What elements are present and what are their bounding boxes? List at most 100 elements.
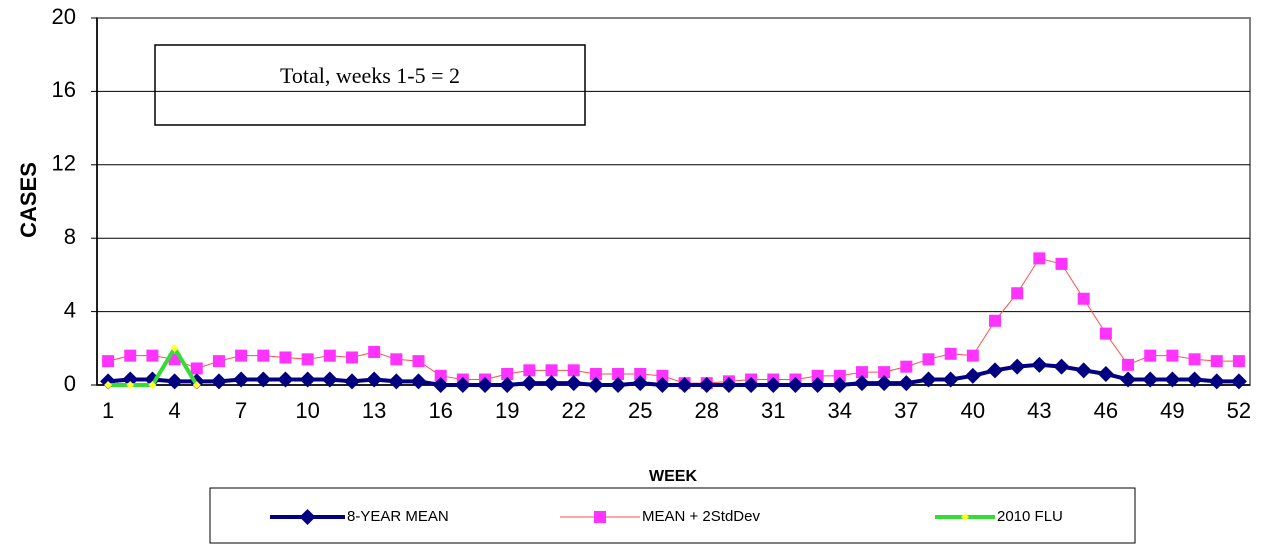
data-point: [323, 349, 336, 362]
data-point: [257, 349, 270, 362]
data-point: [654, 377, 671, 393]
data-point: [499, 377, 516, 393]
data-point: [853, 375, 870, 392]
data-point: [1077, 292, 1090, 305]
data-point: [1232, 355, 1245, 368]
data-point: [102, 355, 115, 368]
data-point: [831, 377, 848, 393]
data-point: [1099, 327, 1112, 340]
data-point: [277, 371, 294, 388]
data-point: [855, 366, 868, 379]
data-point: [104, 381, 113, 389]
y-tick-label: 0: [64, 371, 76, 396]
data-point: [279, 351, 292, 364]
data-point: [321, 371, 338, 388]
x-tick-label: 22: [561, 398, 585, 423]
annotation: Total, weeks 1-5 = 2: [280, 63, 460, 88]
data-point: [1122, 358, 1135, 371]
x-tick-label: 16: [428, 398, 452, 423]
data-point: [720, 377, 737, 393]
data-point: [301, 353, 314, 366]
x-tick-label: 28: [695, 398, 719, 423]
data-point: [612, 367, 625, 380]
legend-label: MEAN + 2StdDev: [642, 508, 760, 525]
data-point: [1142, 371, 1159, 388]
data-point: [809, 377, 826, 393]
data-point: [1166, 349, 1179, 362]
x-tick-label: 7: [235, 398, 247, 423]
legend-label: 2010 FLU: [997, 508, 1063, 525]
data-point: [148, 381, 157, 389]
data-point: [1053, 358, 1070, 375]
data-point: [656, 369, 669, 382]
data-point: [1210, 355, 1223, 368]
data-point: [545, 364, 558, 377]
data-point: [366, 371, 383, 388]
legend-marker: [594, 511, 606, 523]
data-point: [432, 377, 449, 393]
data-point: [477, 377, 494, 393]
y-tick-label: 20: [52, 4, 76, 29]
data-point: [989, 314, 1002, 327]
data-point: [523, 364, 536, 377]
data-point: [1011, 287, 1024, 300]
data-point: [235, 349, 248, 362]
data-point: [632, 375, 649, 392]
y-tick-label: 12: [52, 151, 76, 176]
data-point: [610, 377, 627, 393]
data-point: [1031, 356, 1048, 373]
legend-label: 8-YEAR MEAN: [347, 508, 449, 525]
data-point: [743, 377, 760, 393]
data-point: [210, 373, 227, 390]
data-point: [146, 349, 159, 362]
data-point: [501, 367, 514, 380]
data-point: [166, 373, 183, 390]
data-point: [343, 373, 360, 390]
annotation-box: [154, 44, 586, 126]
legend-marker: [961, 513, 969, 521]
data-point: [587, 377, 604, 393]
x-tick-label: 31: [761, 398, 785, 423]
data-point: [410, 373, 427, 390]
data-point: [170, 344, 179, 353]
data-point: [543, 375, 560, 392]
legend-marker: [299, 509, 316, 525]
data-point: [964, 367, 981, 384]
x-tick-label: 49: [1160, 398, 1184, 423]
data-point: [212, 355, 225, 368]
x-tick-label: 34: [828, 398, 852, 423]
data-point: [190, 362, 203, 375]
x-tick-label: 4: [168, 398, 180, 423]
data-point: [233, 371, 250, 388]
data-point: [1097, 365, 1114, 382]
data-point: [1075, 362, 1092, 379]
data-point: [124, 349, 137, 362]
data-point: [1230, 373, 1247, 390]
data-point: [966, 349, 979, 362]
y-tick-label: 4: [64, 297, 76, 322]
data-point: [698, 377, 715, 393]
data-point: [388, 373, 405, 390]
data-point: [900, 360, 913, 373]
x-tick-label: 19: [495, 398, 519, 423]
data-point: [787, 377, 804, 393]
data-point: [765, 377, 782, 393]
data-point: [676, 377, 693, 393]
x-tick-label: 40: [961, 398, 985, 423]
y-tick-label: 8: [64, 224, 76, 249]
data-point: [1055, 257, 1068, 270]
data-point: [898, 375, 915, 392]
data-point: [255, 371, 272, 388]
data-point: [942, 371, 959, 388]
x-axis-label: WEEK: [649, 468, 697, 485]
data-point: [192, 381, 201, 389]
data-point: [1188, 353, 1201, 366]
data-point: [521, 375, 538, 392]
data-point: [1033, 252, 1046, 265]
x-tick-label: 13: [362, 398, 386, 423]
x-tick-label: 10: [295, 398, 319, 423]
data-point: [589, 367, 602, 380]
data-point: [1144, 349, 1157, 362]
x-tick-label: 43: [1027, 398, 1051, 423]
data-point: [922, 353, 935, 366]
